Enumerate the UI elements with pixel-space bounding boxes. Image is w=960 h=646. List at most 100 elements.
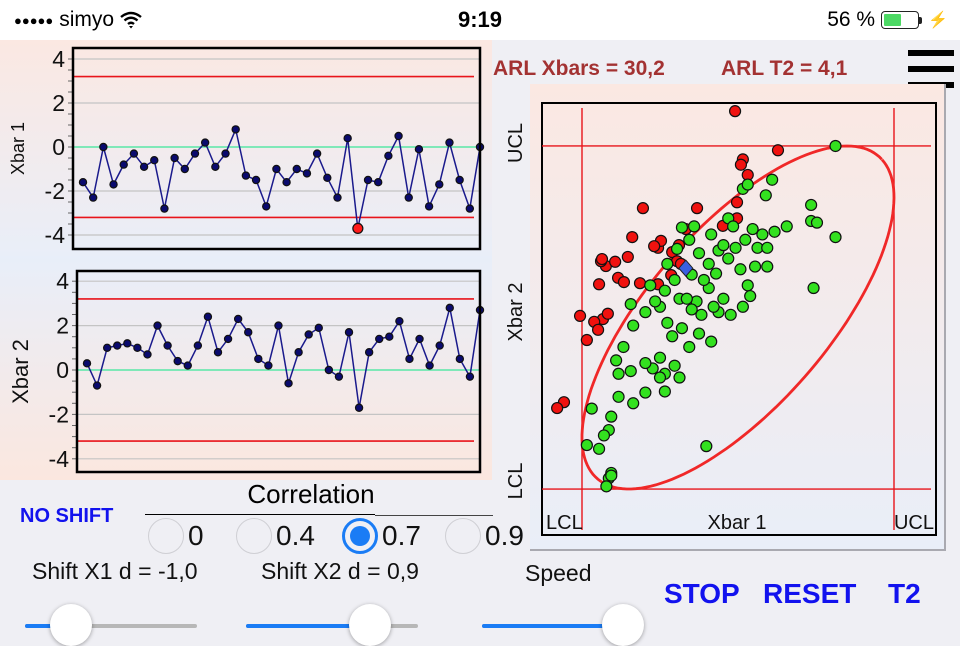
data-point bbox=[251, 175, 261, 185]
data-point bbox=[333, 193, 342, 202]
data-point bbox=[223, 334, 233, 344]
slider-thumb[interactable] bbox=[50, 604, 93, 646]
plot-frame bbox=[75, 269, 482, 474]
reset-button[interactable]: RESET bbox=[763, 578, 857, 609]
data-point bbox=[109, 180, 118, 189]
data-point bbox=[274, 321, 283, 330]
y-tick-label: 2 bbox=[52, 90, 65, 116]
data-point bbox=[384, 151, 393, 161]
in-control-point bbox=[692, 247, 706, 260]
t2-scatter-chart: LCL UCL Xbar 1 LCL Xbar 2 UCL bbox=[505, 102, 937, 536]
in-control-point bbox=[705, 335, 718, 348]
t2-scatter-panel: LCL UCL Xbar 1 LCL Xbar 2 UCL bbox=[505, 84, 946, 551]
data-point bbox=[213, 348, 223, 357]
in-control-point bbox=[717, 292, 730, 305]
in-control-point bbox=[649, 295, 662, 308]
in-control-point bbox=[680, 292, 693, 305]
out-of-control-point bbox=[551, 401, 564, 415]
radio-label: 0.7 bbox=[382, 520, 421, 551]
data-point bbox=[170, 153, 179, 163]
plot-frame bbox=[71, 46, 482, 251]
shift-x1-label: Shift X1 d = -1,0 bbox=[32, 558, 198, 584]
in-control-point bbox=[627, 319, 640, 332]
hamburger-menu-icon[interactable] bbox=[908, 50, 954, 88]
data-point bbox=[395, 316, 404, 326]
in-control-point bbox=[722, 252, 735, 265]
radio-label: 0 bbox=[188, 520, 204, 551]
in-control-point bbox=[697, 273, 710, 287]
wifi-icon bbox=[120, 11, 142, 29]
data-point bbox=[163, 341, 172, 350]
data-point bbox=[445, 138, 454, 147]
data-point bbox=[153, 321, 162, 330]
data-point bbox=[92, 381, 102, 390]
shift-x1-slider[interactable] bbox=[25, 604, 197, 646]
data-point bbox=[294, 348, 303, 357]
t2-button[interactable]: T2 bbox=[888, 578, 921, 609]
in-control-point bbox=[683, 340, 696, 354]
battery-level-fill bbox=[884, 14, 902, 26]
y-ucl-label: UCL bbox=[505, 123, 527, 163]
y-tick-label: -2 bbox=[49, 401, 69, 427]
data-point bbox=[160, 204, 169, 213]
data-point bbox=[415, 334, 424, 344]
in-control-point bbox=[702, 257, 715, 270]
out-of-control-point bbox=[626, 231, 639, 244]
data-point bbox=[123, 339, 132, 348]
battery-icon bbox=[881, 11, 923, 29]
data-point bbox=[394, 131, 403, 141]
in-control-point bbox=[644, 279, 657, 292]
correlation-radio-0-4[interactable]: 0.4 bbox=[236, 518, 315, 554]
data-point bbox=[425, 361, 434, 370]
status-bar: ●●●●● simyo 9:19 56 % ⚡ bbox=[0, 0, 960, 40]
correlation-radio-0[interactable]: 0 bbox=[148, 518, 204, 554]
data-point bbox=[424, 202, 434, 211]
in-control-point bbox=[605, 469, 618, 482]
data-point bbox=[343, 133, 352, 143]
xbar1-chart: 4 2 0 -2 -4 Xbar 1 bbox=[8, 46, 485, 251]
data-point bbox=[282, 177, 291, 187]
out-of-control-point bbox=[617, 276, 631, 289]
data-point bbox=[99, 142, 108, 152]
data-point bbox=[304, 330, 313, 339]
correlation-radio-0-9[interactable]: 0.9 bbox=[445, 518, 524, 554]
out-of-control-point bbox=[592, 278, 606, 291]
data-point bbox=[374, 177, 383, 187]
in-control-point bbox=[612, 390, 625, 403]
data-point bbox=[211, 162, 220, 172]
in-control-point bbox=[709, 267, 723, 280]
data-point bbox=[284, 379, 293, 388]
speed-slider[interactable] bbox=[482, 604, 644, 646]
out-of-control-point bbox=[728, 105, 742, 118]
out-of-control-point bbox=[609, 255, 622, 268]
battery-percent: 56 % bbox=[827, 8, 876, 31]
data-point bbox=[88, 193, 98, 202]
in-control-point bbox=[685, 303, 698, 316]
in-control-point bbox=[724, 308, 737, 321]
in-control-point bbox=[700, 440, 713, 453]
out-of-control-point bbox=[621, 250, 634, 264]
no-shift-button[interactable]: NO SHIFT bbox=[20, 505, 114, 527]
xbar2-chart: 4 2 0 -2 -4 Xbar 2 bbox=[8, 268, 485, 474]
xbar1-panel: 4 2 0 -2 -4 Xbar 1 bbox=[0, 40, 492, 256]
slider-thumb[interactable] bbox=[348, 604, 391, 646]
shift-x2-slider[interactable] bbox=[246, 604, 418, 646]
data-point bbox=[139, 162, 149, 172]
y-lcl-label: LCL bbox=[505, 463, 527, 500]
data-point bbox=[312, 149, 322, 158]
data-point bbox=[414, 144, 424, 154]
in-control-point bbox=[741, 279, 754, 292]
in-control-point bbox=[761, 241, 774, 254]
radio-circle-icon bbox=[236, 518, 272, 554]
out-of-control-point bbox=[690, 202, 704, 215]
correlation-radio-0-7[interactable]: 0.7 bbox=[342, 518, 421, 554]
out-of-control-point bbox=[648, 240, 661, 253]
data-point bbox=[264, 361, 273, 370]
in-control-point bbox=[727, 220, 740, 233]
data-point bbox=[465, 204, 475, 213]
y-tick-label: 4 bbox=[56, 268, 69, 294]
in-control-point bbox=[717, 239, 730, 252]
stop-button[interactable]: STOP bbox=[664, 578, 740, 609]
slider-thumb[interactable] bbox=[601, 604, 644, 646]
data-point bbox=[445, 303, 454, 313]
